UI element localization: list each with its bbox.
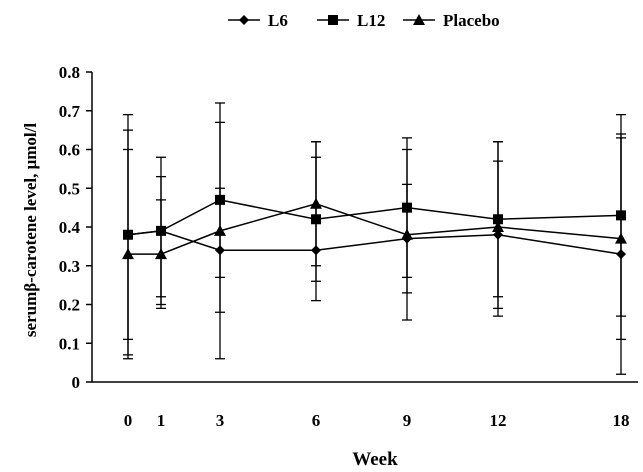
legend-item: Placebo — [403, 11, 500, 30]
data-point — [155, 248, 167, 260]
legend: L6 L12 Placebo — [228, 11, 500, 30]
x-tick-label: 12 — [490, 411, 507, 430]
series-line — [127, 199, 622, 236]
x-tick-label: 1 — [157, 411, 166, 430]
legend-item: L12 — [317, 11, 385, 30]
series-placebo — [122, 137, 627, 360]
plot-area — [122, 102, 627, 375]
x-tick-label: 9 — [403, 411, 412, 430]
x-tick-label: 3 — [216, 411, 225, 430]
y-tick-label: 0 — [72, 373, 81, 392]
legend-marker — [239, 15, 249, 25]
legend-label: L6 — [268, 11, 288, 30]
y-tick-label: 0.7 — [59, 102, 81, 121]
x-tick-label: 18 — [613, 411, 630, 430]
legend-label: Placebo — [443, 11, 500, 30]
legend-item: L6 — [228, 11, 288, 30]
y-axis-label: serumβ-carotene level, μmol/l — [21, 123, 40, 337]
y-tick-label: 0.4 — [59, 218, 81, 237]
data-point — [214, 224, 226, 236]
error-bar — [215, 187, 225, 313]
data-point — [310, 197, 322, 209]
data-point — [122, 248, 134, 260]
y-tick-label: 0.2 — [59, 296, 80, 315]
y-tick-label: 0.6 — [59, 141, 80, 160]
legend-label: L12 — [357, 11, 385, 30]
x-axis-label: Week — [352, 449, 398, 470]
legend-marker — [328, 15, 338, 25]
data-point — [401, 228, 413, 240]
series-l12 — [123, 113, 626, 356]
y-tick-label: 0.3 — [59, 257, 80, 276]
y-tick-label: 0.1 — [59, 334, 80, 353]
y-tick-label: 0.8 — [59, 63, 80, 82]
y-axis: 0 0.1 0.2 0.3 0.4 0.5 0.6 0.7 0.8 — [59, 63, 93, 392]
data-point — [492, 221, 504, 232]
x-tick-label: 0 — [124, 411, 133, 430]
y-tick-label: 0.5 — [59, 179, 80, 198]
x-axis: 0 1 3 6 9 12 18 — [92, 381, 638, 430]
data-point — [615, 232, 627, 244]
x-tick-label: 6 — [312, 411, 321, 430]
legend-marker — [413, 14, 425, 25]
error-bar — [493, 160, 503, 310]
series-line — [127, 230, 622, 255]
